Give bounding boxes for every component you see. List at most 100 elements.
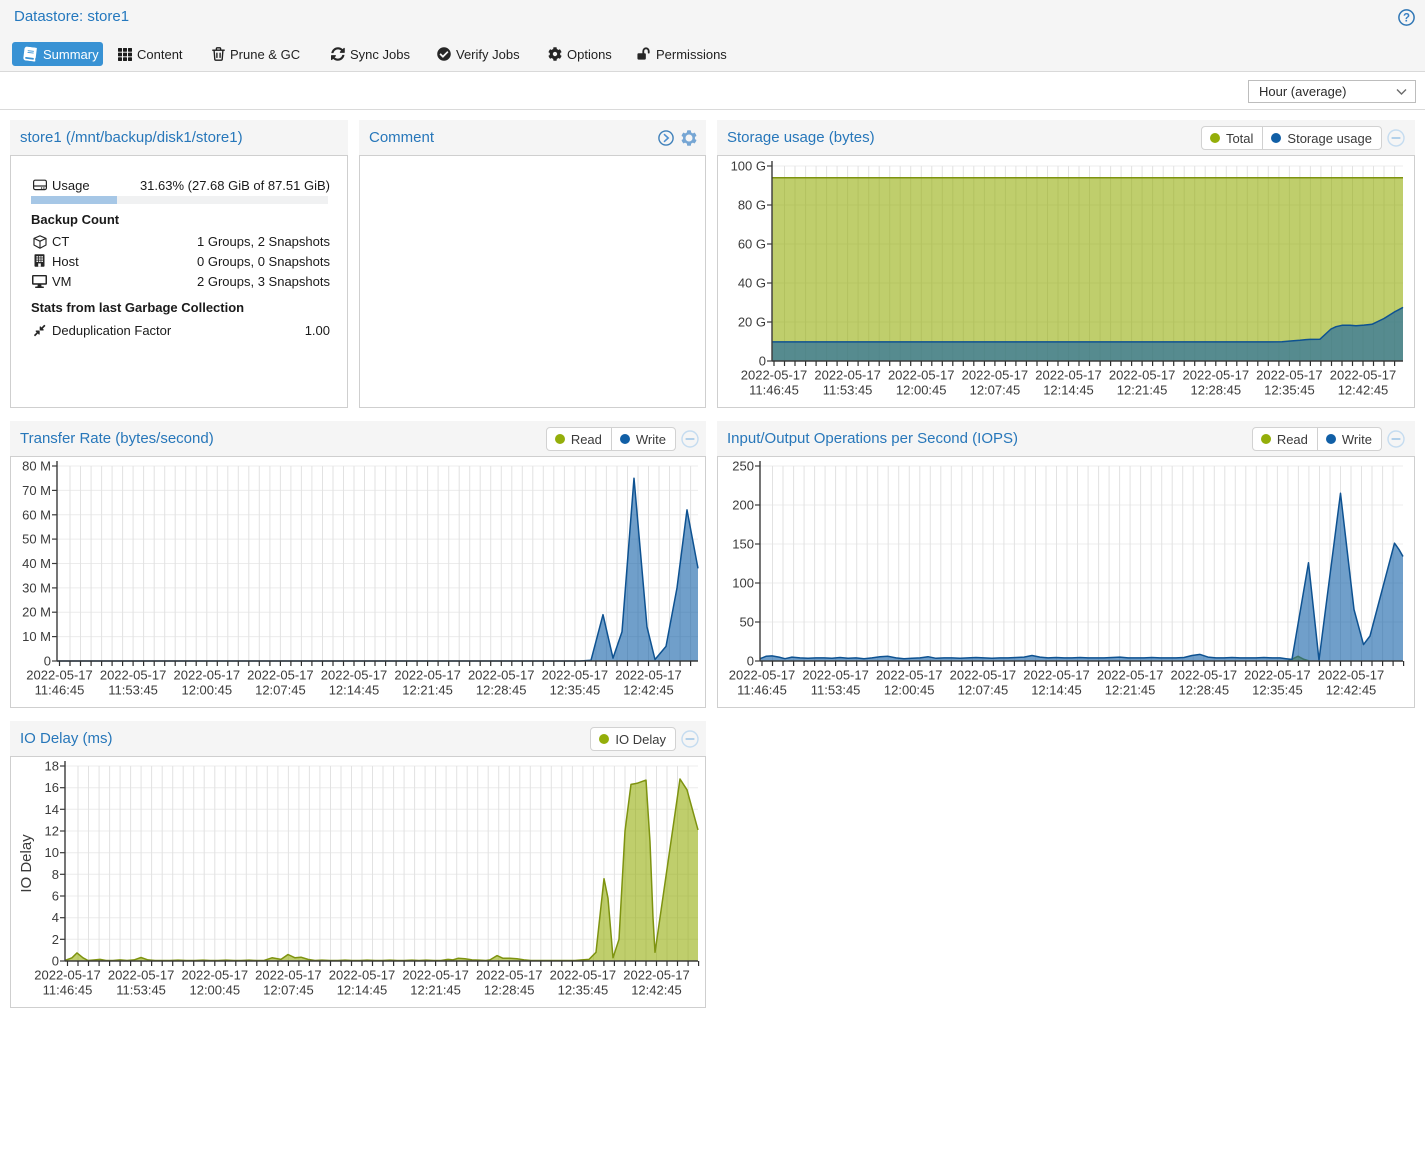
svg-text:11:46:45: 11:46:45 [749,383,799,398]
svg-text:2022-05-17: 2022-05-17 [100,668,167,683]
svg-text:2022-05-17: 2022-05-17 [814,368,881,383]
svg-text:2022-05-17: 2022-05-17 [876,668,943,683]
svg-text:70 M: 70 M [22,483,51,498]
svg-text:14: 14 [45,802,59,817]
svg-text:2022-05-17: 2022-05-17 [468,668,535,683]
svg-text:2022-05-17: 2022-05-17 [174,668,241,683]
svg-text:2022-05-17: 2022-05-17 [623,968,690,983]
svg-text:2022-05-17: 2022-05-17 [550,968,617,983]
svg-text:2022-05-17: 2022-05-17 [255,968,322,983]
svg-text:250: 250 [732,459,754,474]
svg-text:12:00:45: 12:00:45 [896,383,947,398]
svg-text:12:42:45: 12:42:45 [631,983,682,998]
svg-text:12:35:45: 12:35:45 [558,983,609,998]
svg-text:11:46:45: 11:46:45 [737,683,787,698]
svg-text:60 M: 60 M [22,507,51,522]
svg-text:11:53:45: 11:53:45 [811,683,861,698]
svg-text:12:35:45: 12:35:45 [1252,683,1303,698]
svg-text:2022-05-17: 2022-05-17 [1171,668,1238,683]
svg-text:12:35:45: 12:35:45 [550,683,601,698]
svg-text:11:53:45: 11:53:45 [823,383,873,398]
svg-text:200: 200 [732,498,754,513]
svg-text:80 M: 80 M [22,459,51,474]
svg-text:12:14:45: 12:14:45 [1043,383,1094,398]
svg-text:0: 0 [52,954,59,969]
svg-text:2022-05-17: 2022-05-17 [329,968,396,983]
svg-text:2022-05-17: 2022-05-17 [108,968,175,983]
svg-text:11:53:45: 11:53:45 [108,683,158,698]
svg-text:2022-05-17: 2022-05-17 [34,968,101,983]
svg-text:80 G: 80 G [738,198,766,213]
svg-text:12:07:45: 12:07:45 [958,683,1009,698]
svg-text:100 G: 100 G [731,159,766,174]
svg-text:12:28:45: 12:28:45 [1190,383,1241,398]
svg-text:2022-05-17: 2022-05-17 [1035,368,1102,383]
svg-text:20 G: 20 G [738,315,766,330]
svg-text:60 G: 60 G [738,237,766,252]
svg-text:2022-05-17: 2022-05-17 [729,668,796,683]
svg-text:12:07:45: 12:07:45 [970,383,1021,398]
svg-text:12:14:45: 12:14:45 [329,683,380,698]
svg-text:?: ? [1403,13,1410,25]
svg-text:150: 150 [732,537,754,552]
svg-text:2022-05-17: 2022-05-17 [182,968,249,983]
svg-text:2022-05-17: 2022-05-17 [542,668,609,683]
svg-text:IO Delay: IO Delay [18,834,35,893]
svg-text:2022-05-17: 2022-05-17 [1023,668,1090,683]
svg-text:12:07:45: 12:07:45 [263,983,314,998]
svg-text:2022-05-17: 2022-05-17 [476,968,543,983]
svg-text:10: 10 [45,845,59,860]
svg-text:11:53:45: 11:53:45 [116,983,166,998]
svg-text:8: 8 [52,867,59,882]
svg-text:18: 18 [45,759,59,774]
svg-text:2022-05-17: 2022-05-17 [802,668,869,683]
svg-text:2022-05-17: 2022-05-17 [1109,368,1176,383]
svg-text:12:21:45: 12:21:45 [402,683,453,698]
svg-text:12:42:45: 12:42:45 [623,683,674,698]
svg-text:6: 6 [52,889,59,904]
svg-text:12:00:45: 12:00:45 [181,683,232,698]
svg-text:2022-05-17: 2022-05-17 [1183,368,1250,383]
svg-text:2022-05-17: 2022-05-17 [321,668,388,683]
svg-text:0: 0 [747,654,754,669]
svg-text:12:00:45: 12:00:45 [189,983,240,998]
svg-text:16: 16 [45,780,59,795]
svg-text:12:42:45: 12:42:45 [1326,683,1377,698]
svg-text:4: 4 [52,910,59,925]
svg-text:12:28:45: 12:28:45 [476,683,527,698]
svg-text:2022-05-17: 2022-05-17 [950,668,1017,683]
svg-text:50 M: 50 M [22,532,51,547]
svg-text:20 M: 20 M [22,605,51,620]
svg-text:2022-05-17: 2022-05-17 [888,368,955,383]
svg-text:50: 50 [740,615,754,630]
svg-text:12:14:45: 12:14:45 [337,983,388,998]
svg-text:40 M: 40 M [22,556,51,571]
svg-text:2022-05-17: 2022-05-17 [1330,368,1397,383]
svg-text:40 G: 40 G [738,276,766,291]
svg-text:100: 100 [732,576,754,591]
svg-text:12:14:45: 12:14:45 [1031,683,1082,698]
svg-text:2022-05-17: 2022-05-17 [615,668,682,683]
svg-text:2022-05-17: 2022-05-17 [402,968,469,983]
svg-text:2022-05-17: 2022-05-17 [26,668,93,683]
svg-text:11:46:45: 11:46:45 [43,983,93,998]
svg-text:2022-05-17: 2022-05-17 [1318,668,1385,683]
svg-text:11:46:45: 11:46:45 [35,683,85,698]
svg-text:2022-05-17: 2022-05-17 [394,668,461,683]
svg-text:12:00:45: 12:00:45 [884,683,935,698]
svg-text:12:07:45: 12:07:45 [255,683,306,698]
svg-text:0: 0 [759,354,766,369]
svg-text:0: 0 [44,654,51,669]
svg-text:12:21:45: 12:21:45 [1117,383,1168,398]
svg-text:12:42:45: 12:42:45 [1338,383,1389,398]
svg-text:2022-05-17: 2022-05-17 [1097,668,1164,683]
svg-text:12:35:45: 12:35:45 [1264,383,1315,398]
svg-text:2: 2 [52,932,59,947]
svg-text:12:21:45: 12:21:45 [410,983,461,998]
svg-text:12:28:45: 12:28:45 [1178,683,1229,698]
svg-text:2022-05-17: 2022-05-17 [1244,668,1311,683]
svg-text:12:28:45: 12:28:45 [484,983,535,998]
svg-text:30 M: 30 M [22,580,51,595]
svg-text:2022-05-17: 2022-05-17 [741,368,808,383]
svg-text:2022-05-17: 2022-05-17 [1256,368,1323,383]
